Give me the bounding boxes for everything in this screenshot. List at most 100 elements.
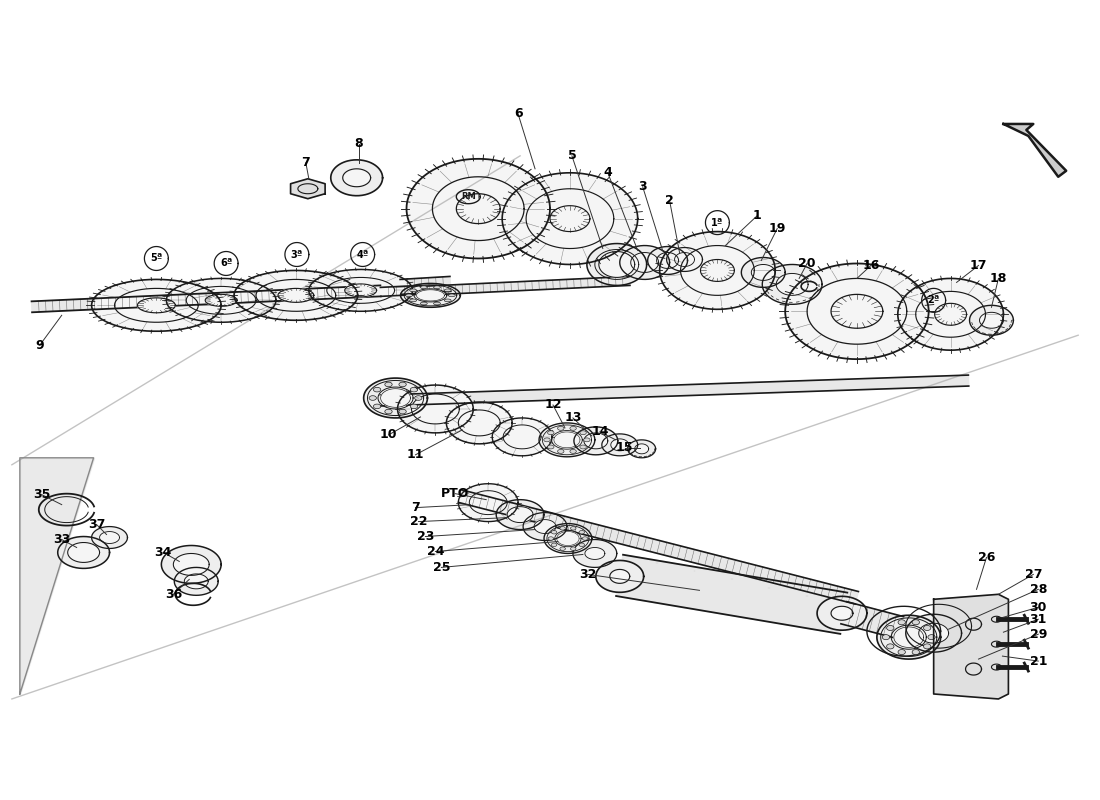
Polygon shape xyxy=(539,423,595,457)
Polygon shape xyxy=(935,303,967,326)
Polygon shape xyxy=(602,434,638,456)
Polygon shape xyxy=(174,554,209,575)
Ellipse shape xyxy=(579,530,584,534)
Ellipse shape xyxy=(571,526,576,530)
Polygon shape xyxy=(898,278,1003,350)
Ellipse shape xyxy=(409,289,417,292)
Polygon shape xyxy=(630,253,659,273)
Ellipse shape xyxy=(898,620,905,625)
Ellipse shape xyxy=(548,430,554,434)
Polygon shape xyxy=(185,574,208,589)
Polygon shape xyxy=(174,567,218,595)
Ellipse shape xyxy=(898,650,905,654)
Polygon shape xyxy=(777,274,808,295)
Ellipse shape xyxy=(579,543,584,546)
Polygon shape xyxy=(587,243,647,286)
Polygon shape xyxy=(674,253,694,266)
Polygon shape xyxy=(343,169,371,186)
Polygon shape xyxy=(701,259,735,282)
Text: 8: 8 xyxy=(354,138,363,150)
Text: 23: 23 xyxy=(417,530,434,543)
Polygon shape xyxy=(574,427,618,455)
Text: 25: 25 xyxy=(432,561,450,574)
Text: 3ª: 3ª xyxy=(290,250,303,259)
Ellipse shape xyxy=(548,445,554,449)
Ellipse shape xyxy=(582,537,587,540)
Text: 26: 26 xyxy=(978,551,996,564)
Ellipse shape xyxy=(444,299,451,302)
Ellipse shape xyxy=(570,450,576,454)
Text: 30: 30 xyxy=(1030,601,1047,614)
Ellipse shape xyxy=(560,547,565,550)
Polygon shape xyxy=(278,288,314,302)
Ellipse shape xyxy=(928,634,935,640)
Ellipse shape xyxy=(399,382,406,386)
Polygon shape xyxy=(381,389,410,407)
Text: 11: 11 xyxy=(407,448,425,462)
Text: 3: 3 xyxy=(638,180,647,194)
Ellipse shape xyxy=(580,430,586,434)
Text: 33: 33 xyxy=(53,533,70,546)
Text: 16: 16 xyxy=(862,259,880,272)
Ellipse shape xyxy=(558,426,564,430)
Polygon shape xyxy=(496,500,544,530)
Polygon shape xyxy=(503,173,638,265)
Polygon shape xyxy=(969,306,1013,335)
Text: 2ª: 2ª xyxy=(927,295,939,306)
Text: 5: 5 xyxy=(568,150,576,162)
Polygon shape xyxy=(657,253,679,269)
Polygon shape xyxy=(407,159,550,258)
Ellipse shape xyxy=(406,294,412,297)
Ellipse shape xyxy=(580,445,586,449)
Ellipse shape xyxy=(373,404,381,409)
Polygon shape xyxy=(785,263,928,359)
Ellipse shape xyxy=(571,547,576,550)
Polygon shape xyxy=(817,596,867,630)
Ellipse shape xyxy=(887,644,894,649)
Polygon shape xyxy=(554,432,580,448)
Ellipse shape xyxy=(924,626,931,630)
Ellipse shape xyxy=(444,289,451,292)
Ellipse shape xyxy=(433,302,440,305)
Polygon shape xyxy=(585,547,605,559)
Polygon shape xyxy=(456,194,501,224)
Text: 19: 19 xyxy=(769,222,785,235)
Ellipse shape xyxy=(887,626,894,630)
Text: 18: 18 xyxy=(990,272,1008,285)
Text: 2: 2 xyxy=(666,194,674,207)
Ellipse shape xyxy=(420,286,427,289)
Ellipse shape xyxy=(385,410,393,414)
Ellipse shape xyxy=(410,404,418,409)
Ellipse shape xyxy=(882,634,890,640)
Text: 35: 35 xyxy=(33,488,51,501)
Text: 9: 9 xyxy=(35,338,44,352)
Polygon shape xyxy=(20,458,94,694)
Text: 13: 13 xyxy=(564,411,582,425)
Text: 1: 1 xyxy=(752,209,761,222)
Polygon shape xyxy=(447,402,513,444)
Ellipse shape xyxy=(409,299,417,302)
Polygon shape xyxy=(68,542,100,562)
Text: 7: 7 xyxy=(301,156,310,170)
Text: 1ª: 1ª xyxy=(712,218,724,228)
Polygon shape xyxy=(616,554,847,634)
Polygon shape xyxy=(877,615,940,659)
Polygon shape xyxy=(619,246,670,279)
Polygon shape xyxy=(290,178,326,198)
Polygon shape xyxy=(524,513,567,541)
Polygon shape xyxy=(840,602,903,638)
Polygon shape xyxy=(979,312,1003,328)
Polygon shape xyxy=(584,433,608,449)
Polygon shape xyxy=(667,247,703,271)
Ellipse shape xyxy=(543,438,550,442)
Polygon shape xyxy=(381,286,420,296)
Polygon shape xyxy=(57,537,110,569)
Polygon shape xyxy=(400,277,451,294)
Ellipse shape xyxy=(558,450,564,454)
Polygon shape xyxy=(934,594,1009,699)
Text: 31: 31 xyxy=(1030,613,1047,626)
Text: 6: 6 xyxy=(514,107,522,121)
Polygon shape xyxy=(459,484,518,522)
Text: 17: 17 xyxy=(970,259,988,272)
Ellipse shape xyxy=(924,644,931,649)
